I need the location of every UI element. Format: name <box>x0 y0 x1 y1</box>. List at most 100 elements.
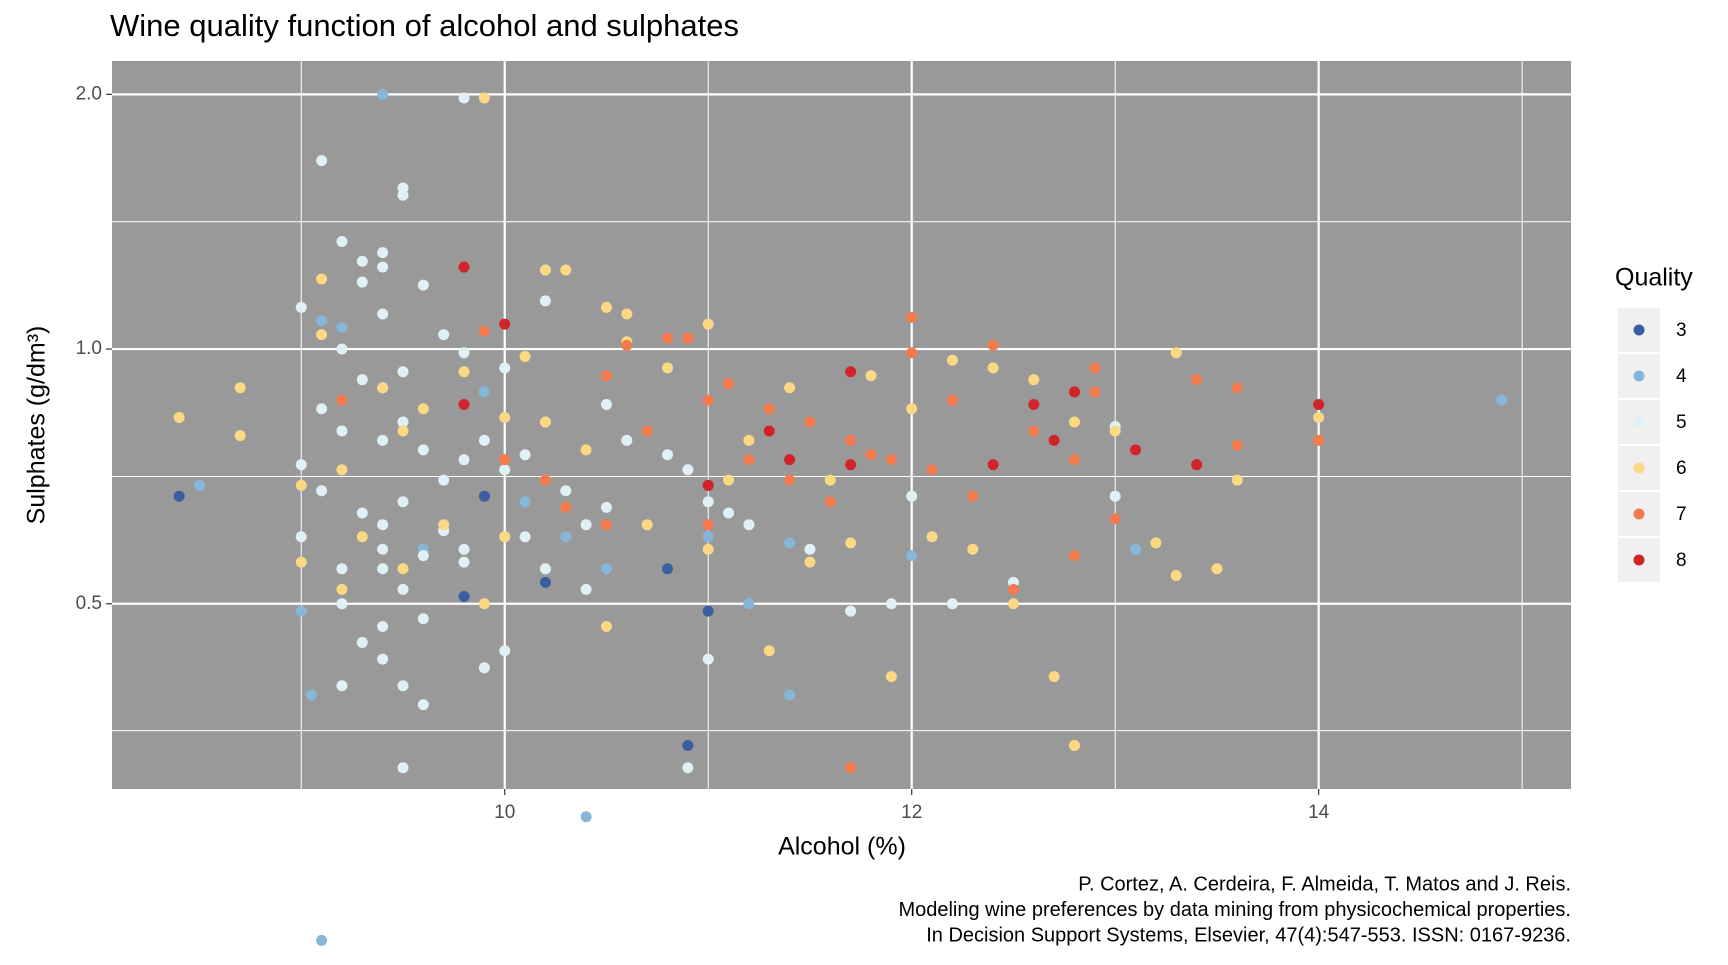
legend-marker <box>1633 554 1645 566</box>
data-point <box>539 576 551 588</box>
data-point <box>662 563 674 575</box>
data-point <box>397 496 409 508</box>
data-point <box>295 605 307 617</box>
data-point <box>906 311 918 323</box>
data-point <box>784 689 796 701</box>
data-point <box>662 362 674 374</box>
chart-title: Wine quality function of alcohol and sul… <box>110 8 739 43</box>
data-point <box>1068 386 1080 398</box>
data-point <box>580 583 592 595</box>
data-point <box>519 496 531 508</box>
data-point <box>377 620 389 632</box>
plot-panel <box>112 61 1571 789</box>
data-point <box>580 444 592 456</box>
legend-label: 4 <box>1676 366 1687 387</box>
caption: Modeling wine preferences by data mining… <box>898 899 1571 921</box>
data-point <box>967 490 979 502</box>
legend-label: 6 <box>1676 458 1687 479</box>
data-point <box>702 531 714 543</box>
data-point <box>1231 382 1243 394</box>
data-point <box>1089 362 1101 374</box>
data-point <box>682 332 694 344</box>
data-point <box>417 279 429 291</box>
data-point <box>763 403 775 415</box>
data-point <box>336 343 348 355</box>
data-point <box>600 398 612 410</box>
data-point <box>845 537 857 549</box>
data-point <box>580 811 592 823</box>
data-point <box>1313 434 1325 446</box>
data-point <box>682 762 694 774</box>
data-point <box>417 444 429 456</box>
data-point <box>478 490 490 502</box>
legend-title: Quality <box>1615 264 1693 292</box>
data-point <box>1170 347 1182 359</box>
data-point <box>946 354 958 366</box>
data-point <box>723 507 735 519</box>
data-point <box>539 264 551 276</box>
data-point <box>702 318 714 330</box>
data-point <box>1048 671 1060 683</box>
data-point <box>397 189 409 201</box>
data-point <box>458 261 470 273</box>
data-point <box>478 92 490 104</box>
data-point <box>641 425 653 437</box>
data-point <box>1068 454 1080 466</box>
data-point <box>987 339 999 351</box>
data-point <box>987 459 999 471</box>
data-point <box>702 543 714 555</box>
data-point <box>1130 444 1142 456</box>
data-point <box>743 434 755 446</box>
x-tick-label: 10 <box>494 802 515 823</box>
data-point <box>1028 425 1040 437</box>
data-point <box>885 671 897 683</box>
data-point <box>377 519 389 531</box>
data-point <box>336 680 348 692</box>
data-point <box>1007 598 1019 610</box>
data-point <box>397 563 409 575</box>
data-point <box>295 459 307 471</box>
data-point <box>1109 513 1121 525</box>
data-point <box>702 653 714 665</box>
data-point <box>1028 374 1040 386</box>
data-point <box>845 434 857 446</box>
data-point <box>539 295 551 307</box>
data-point <box>499 645 511 657</box>
data-point <box>702 394 714 406</box>
data-point <box>763 425 775 437</box>
data-point <box>926 464 938 476</box>
legend-marker <box>1633 324 1645 336</box>
data-point <box>1109 490 1121 502</box>
data-point <box>336 583 348 595</box>
data-point <box>682 464 694 476</box>
data-point <box>763 645 775 657</box>
data-point <box>173 412 185 424</box>
legend-label: 5 <box>1676 412 1687 433</box>
data-point <box>356 507 368 519</box>
data-point <box>600 620 612 632</box>
data-point <box>397 425 409 437</box>
data-point <box>417 613 429 625</box>
legend-label: 8 <box>1676 550 1687 571</box>
data-point <box>417 550 429 562</box>
x-tick-label: 12 <box>901 802 922 823</box>
data-point <box>295 556 307 568</box>
data-point <box>336 464 348 476</box>
data-point <box>356 531 368 543</box>
data-point <box>662 332 674 344</box>
caption: In Decision Support Systems, Elsevier, 4… <box>926 924 1571 946</box>
legend-marker <box>1633 370 1645 382</box>
data-point <box>377 261 389 273</box>
y-tick-label: 1.0 <box>76 338 102 359</box>
data-point <box>906 550 918 562</box>
data-point <box>316 329 328 341</box>
data-point <box>295 531 307 543</box>
data-point <box>519 531 531 543</box>
data-point <box>316 403 328 415</box>
data-point <box>784 474 796 486</box>
legend-label: 7 <box>1676 504 1687 525</box>
data-point <box>295 301 307 313</box>
data-point <box>946 394 958 406</box>
